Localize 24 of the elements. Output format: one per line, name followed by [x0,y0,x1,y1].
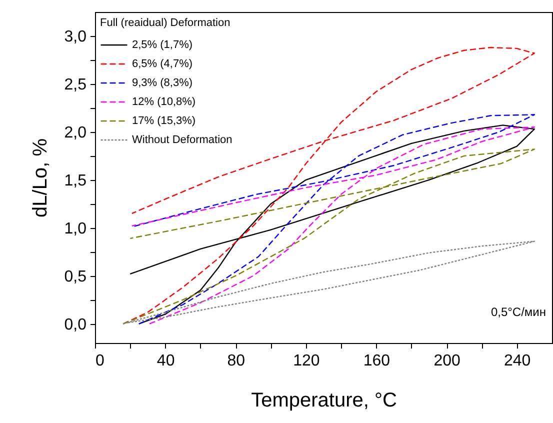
x-tick-label: 0 [96,352,104,370]
y-axis-title: dL/Lo, % [29,138,52,218]
legend-label: 9,3% (8,3%) [132,77,193,89]
x-tick-label: 80 [227,352,246,370]
y-tick-label: 1,0 [64,220,87,238]
legend-label: 6,5% (4,7%) [132,58,193,70]
x-tick-label: 160 [363,352,390,370]
legend-label: Without Deformation [132,134,232,146]
y-tick-label: 2,0 [64,124,87,142]
y-tick-label: 3,0 [64,28,87,46]
x-tick-label: 40 [156,352,175,370]
x-axis-title: Temperature, °C [251,390,397,412]
legend-label: 17% (15,3%) [132,115,196,127]
legend-label: 2,5% (1,7%) [132,39,193,51]
x-tick-label: 240 [504,352,531,370]
y-tick-label: 0,0 [64,316,87,334]
annotation: 0,5°C/мин [490,305,546,319]
legend-title: Full (reaidual) Deformation [100,17,230,29]
x-tick-label: 120 [293,352,320,370]
y-tick-label: 1,5 [64,172,87,190]
legend-label: 12% (10,8%) [132,96,196,108]
y-tick-label: 2,5 [64,76,87,94]
x-tick-label: 200 [434,352,460,370]
y-tick-label: 0,5 [64,268,87,286]
